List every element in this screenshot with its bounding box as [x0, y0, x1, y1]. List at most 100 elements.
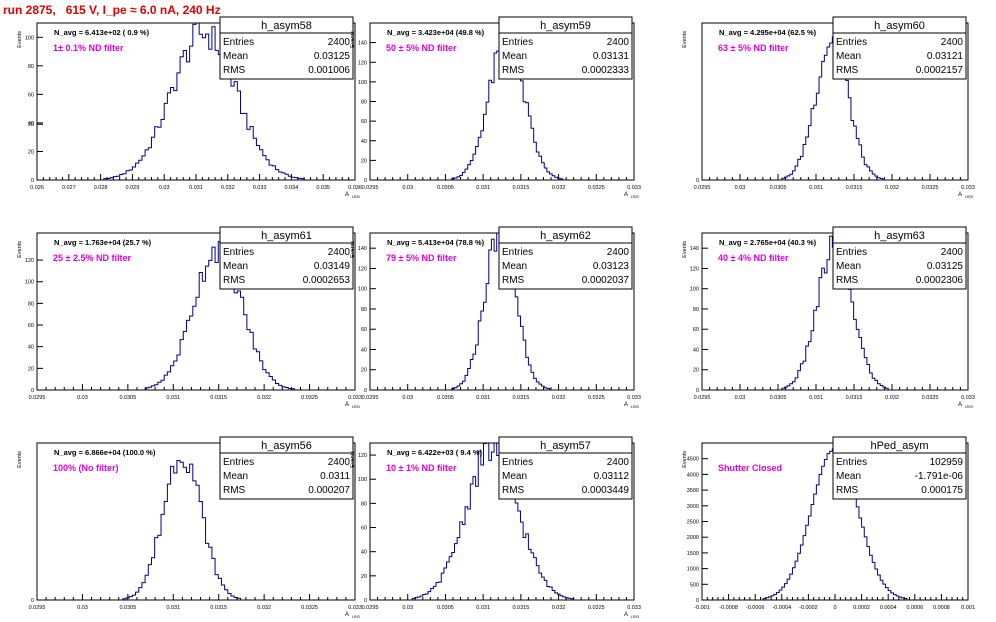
stats-label: Mean	[223, 471, 248, 482]
histogram-name: h_asym61	[261, 230, 312, 242]
stats-label: RMS	[836, 485, 859, 496]
stats-label: RMS	[836, 275, 859, 286]
x-tick-label: 0.0305	[119, 605, 136, 611]
navg-label: N_avg = 4.295e+04 (62.5 %)	[719, 28, 817, 37]
x-axis-label-sub: LR/D	[631, 615, 639, 619]
y-tick-label: 2500	[687, 520, 699, 526]
x-tick-label: 0.0305	[770, 185, 787, 191]
stats-label: RMS	[502, 485, 525, 496]
stats-box: h_asym59 Entries 2400 Mean 0.03131 RMS 0.00023…	[498, 16, 633, 80]
y-axis-label: Events	[350, 31, 356, 48]
x-tick-label: 0.031	[809, 185, 823, 191]
x-tick-label: 0.0295	[362, 395, 379, 401]
x-tick-label: 0.001	[961, 605, 975, 611]
stats-value: 0.0002037	[582, 275, 630, 286]
x-tick-label: 0.033	[961, 185, 975, 191]
x-tick-label: 0.031	[166, 395, 180, 401]
y-tick-label: 120	[358, 453, 367, 459]
x-tick-label: 0.032	[552, 605, 566, 611]
y-tick-label: 80	[361, 100, 367, 106]
x-tick-label: 0.033	[253, 185, 267, 191]
stats-value: 2400	[328, 37, 351, 48]
x-tick-label: 0.0325	[588, 395, 605, 401]
stats-value: 102959	[930, 457, 964, 468]
x-axis-label: A	[958, 192, 962, 198]
x-tick-label: 0.0325	[922, 395, 939, 401]
x-tick-label: 0.0006	[906, 605, 923, 611]
x-tick-label: 0.0004	[880, 605, 897, 611]
x-tick-label: 0.032	[885, 185, 899, 191]
x-tick-label: 0.033	[348, 605, 362, 611]
stats-box-frame	[832, 436, 967, 500]
y-tick-label: 80	[361, 307, 367, 313]
x-tick-label: 0.03	[77, 395, 88, 401]
x-tick-label: 0.033	[348, 395, 362, 401]
stats-box: h_asym62 Entries 2400 Mean 0.03123 RMS 0.00020…	[498, 226, 633, 290]
filter-label: 10 ± 1% ND filter	[386, 463, 457, 473]
y-axis-label: Events	[682, 31, 688, 48]
stats-value: 0.0002653	[303, 275, 351, 286]
stats-label: Entries	[502, 457, 533, 468]
stats-box-frame	[219, 436, 354, 500]
y-tick-label: 80	[693, 307, 699, 313]
filter-label: 63 ± 5% ND filter	[718, 43, 789, 53]
x-axis-label-sub: LR/D	[631, 405, 639, 409]
stats-label: Mean	[502, 471, 527, 482]
y-tick-label: 60	[693, 327, 699, 333]
x-tick-label: 0.027	[62, 185, 76, 191]
stats-value: 2400	[941, 247, 964, 258]
x-tick-label: 0.032	[552, 185, 566, 191]
y-tick-label: 20	[28, 149, 34, 155]
y-axis-label: Events	[17, 241, 23, 258]
stats-label: Mean	[836, 471, 861, 482]
x-tick-label: 0.0002	[853, 605, 870, 611]
x-tick-label: 0.0295	[694, 185, 711, 191]
stats-value: 0.001006	[308, 65, 350, 76]
stats-value: 0.03149	[314, 261, 351, 272]
x-tick-label: 0.0305	[437, 395, 454, 401]
x-axis-label: A	[345, 612, 349, 618]
y-tick-label: 4000	[687, 472, 699, 478]
x-tick-label: 0.032	[257, 395, 271, 401]
stats-label: Entries	[502, 247, 533, 258]
plot-frame	[36, 442, 356, 601]
plot-frame	[36, 232, 356, 391]
x-tick-label: 0.031	[189, 185, 203, 191]
x-axis-label: A	[345, 192, 349, 198]
x-tick-label: 0.03	[735, 395, 746, 401]
y-tick-label: 60	[361, 327, 367, 333]
x-tick-label: 0.0315	[846, 185, 863, 191]
histogram-panel: 0.0295 0.03 0.0305 0.031 0.0315 0.032 0.0325 0.…	[17, 226, 362, 409]
stats-box: h_asym63 Entries 2400 Mean 0.03125 RMS 0.00023…	[832, 226, 967, 290]
stats-label: RMS	[836, 65, 859, 76]
stats-value: 0.0002333	[582, 65, 630, 76]
y-tick-label: 100	[358, 287, 367, 293]
histogram-name: h_asym60	[874, 20, 925, 32]
stats-value: 2400	[607, 247, 630, 258]
stats-label: RMS	[223, 485, 246, 496]
filter-label: 100% (No filter)	[53, 463, 119, 473]
stats-value: 0.0002157	[916, 65, 964, 76]
stats-value: -1.791e-06	[915, 471, 964, 482]
histogram-panel: -0.001 -0.0008 -0.0006 -0.0004 -0.0002 0 0.000…	[682, 436, 975, 611]
histogram-name: h_asym63	[874, 230, 925, 242]
x-tick-label: 0.0315	[210, 395, 227, 401]
stats-value: 0.03123	[593, 261, 630, 272]
x-tick-label: 0.032	[885, 395, 899, 401]
stats-box-frame	[498, 226, 633, 290]
x-tick-label: 0.0325	[588, 185, 605, 191]
x-tick-label: 0.032	[257, 605, 271, 611]
x-axis-label: A	[958, 402, 962, 408]
x-tick-label: 0.03	[77, 605, 88, 611]
x-tick-label: -0.0002	[799, 605, 818, 611]
y-tick-label: 40	[28, 345, 34, 351]
y-tick-label: 100	[358, 477, 367, 483]
stats-value: 0.03125	[314, 51, 351, 62]
stats-box: h_asym56 Entries 2400 Mean 0.0311 RMS 0.000207	[219, 436, 354, 500]
x-tick-label: 0.0325	[588, 605, 605, 611]
x-tick-label: 0.0315	[512, 605, 529, 611]
y-tick-label: 3500	[687, 488, 699, 494]
y-tick-label: 0	[31, 598, 34, 604]
histogram-panel: 0.0295 0.03 0.0305 0.031 0.0315 0.032 0.0325 0.…	[17, 122, 362, 619]
stats-box-frame	[219, 16, 354, 80]
